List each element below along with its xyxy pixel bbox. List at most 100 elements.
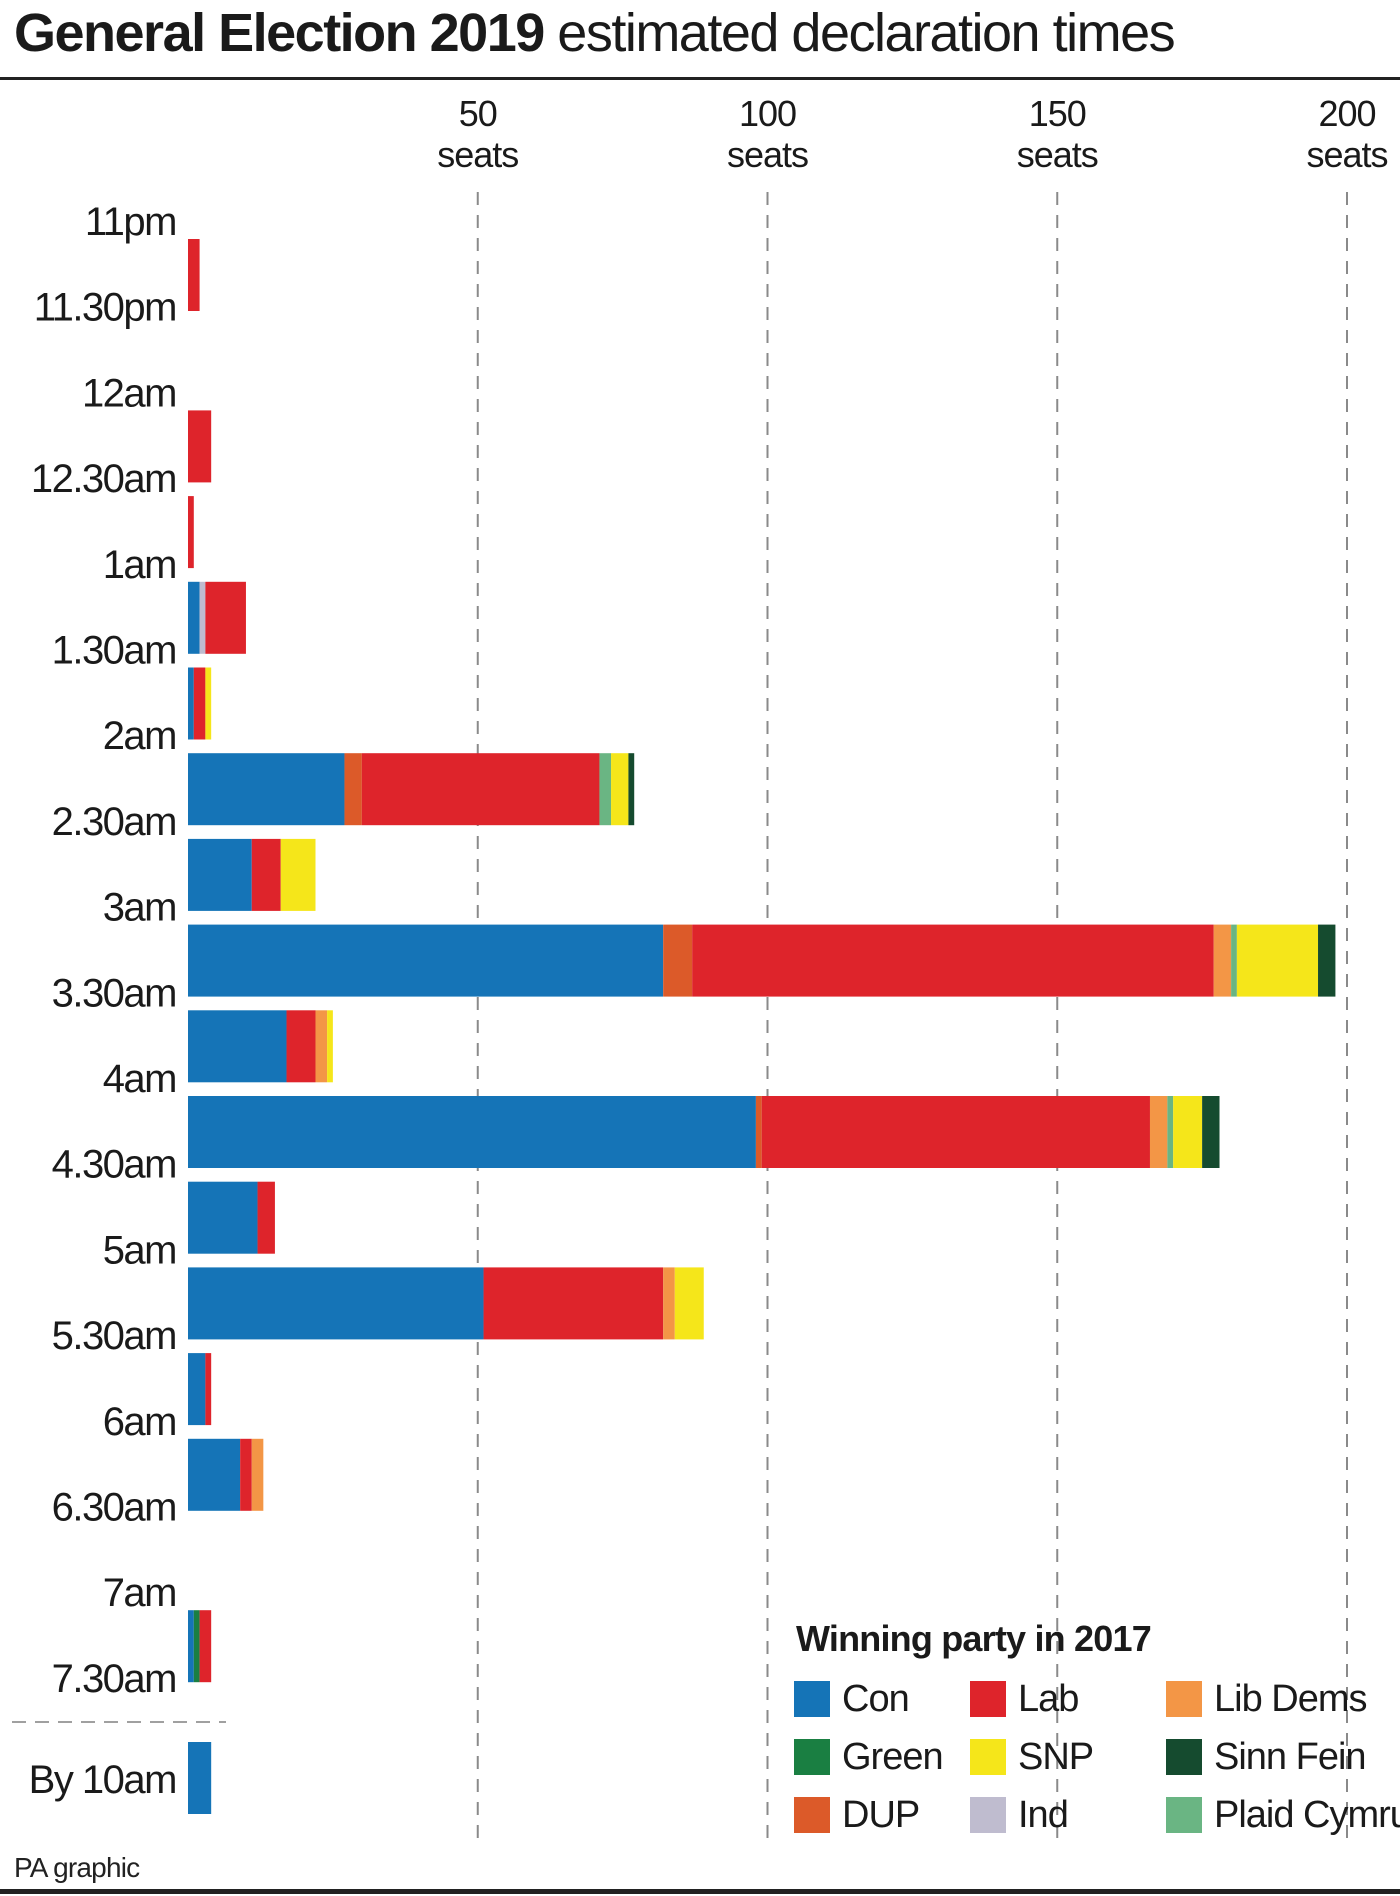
bar-segment-lab <box>188 239 200 311</box>
bar-segment-lab <box>251 838 281 911</box>
tick-unit-150: seats <box>1017 134 1098 175</box>
legend-swatch-lab <box>970 1681 1006 1717</box>
legend-swatch-plaid-cymru <box>1166 1797 1202 1833</box>
bar-12am-12-30am <box>188 410 212 483</box>
bar-segment-sinn-fein <box>1202 1096 1220 1168</box>
chart-title-rest: estimated declaration times <box>557 3 1175 63</box>
bar-segment-lib-dems <box>315 1010 328 1083</box>
time-label-2-30am: 2.30am <box>52 800 176 844</box>
legend-swatch-green <box>794 1739 830 1775</box>
tick-label-100: 100 <box>739 93 796 134</box>
time-label-7am: 7am <box>103 1571 176 1615</box>
legend-label: Sinn Fein <box>1214 1735 1367 1778</box>
bar-segment-lab <box>193 667 206 740</box>
legend-swatch-lib-dems <box>1166 1681 1202 1717</box>
legend-label: Con <box>842 1677 910 1720</box>
bar-segment-lab <box>361 753 600 826</box>
time-label-by-10am: By 10am <box>29 1758 176 1802</box>
bar-segment-lab <box>257 1181 275 1254</box>
bar-segment-lib-dems <box>1213 924 1232 997</box>
source-credit: PA graphic <box>14 1852 140 1883</box>
legend-item-lib-dems: Lib Dems <box>1166 1678 1400 1720</box>
time-label-6am: 6am <box>103 1400 176 1444</box>
time-label-1am: 1am <box>103 543 176 587</box>
gridlines <box>476 192 1348 1845</box>
bar-segment-plaid-cymru <box>599 753 612 826</box>
bar-segment-con <box>188 838 252 911</box>
time-label-3-30am: 3.30am <box>52 971 176 1015</box>
bar-segment-lib-dems <box>251 1438 264 1511</box>
bar-segment-con <box>188 1267 484 1340</box>
bar-segment-snp <box>205 667 212 740</box>
tick-label-50: 50 <box>459 93 497 134</box>
bar-segment-con <box>188 924 664 997</box>
legend-swatch-snp <box>970 1739 1006 1775</box>
bar-segment-lab <box>199 1610 212 1683</box>
legend-title: Winning party in 2017 <box>796 1618 1152 1659</box>
bar-1-30am-2am <box>188 667 212 740</box>
bar-segment-lab <box>188 496 194 569</box>
time-label-12-30am: 12.30am <box>31 457 176 501</box>
time-label-11pm: 11pm <box>85 200 176 244</box>
bar-5am-5-30am <box>188 1267 704 1340</box>
time-labels: 11pm 11.30pm 12am 12.30am 1am 1.30am 2am 2.30am… <box>29 200 178 1802</box>
tick-unit-100: seats <box>727 134 808 175</box>
bar-segment-con <box>188 1096 756 1168</box>
legend-label: Ind <box>1018 1793 1069 1836</box>
bar-segment-lab <box>205 1353 212 1426</box>
bar-segment-sinn-fein <box>1318 924 1336 997</box>
time-label-4am: 4am <box>103 1057 176 1101</box>
time-label-5-30am: 5.30am <box>52 1314 176 1358</box>
bar-segment-lab <box>483 1267 664 1340</box>
legend-item-sinn-fein: Sinn Fein <box>1166 1735 1400 1778</box>
bar-segment-con <box>188 1353 206 1426</box>
bar-6am-6-30am <box>188 1438 264 1511</box>
legend-item-plaid-cymru: Plaid Cymru <box>1166 1793 1400 1836</box>
bar-5-30am-6am <box>188 1353 212 1426</box>
legend-item-snp: SNP <box>970 1736 1166 1778</box>
bar-2am-2-30am <box>188 753 635 826</box>
bar-12-30am-1am <box>188 496 194 569</box>
bar-segment-con <box>188 667 194 740</box>
bar-4-30am-5am <box>188 1181 275 1254</box>
legend-label: DUP <box>842 1793 920 1836</box>
time-label-1-30am: 1.30am <box>52 629 176 673</box>
bar-segment-lab <box>188 410 212 483</box>
bars <box>188 239 1336 1814</box>
legend-label: Plaid Cymru <box>1214 1793 1400 1836</box>
bar-segment-con <box>188 1010 287 1083</box>
bar-segment-green <box>193 1610 200 1683</box>
bar-11pm-11-30pm <box>188 239 200 311</box>
time-label-11-30pm: 11.30pm <box>34 286 176 330</box>
bar-segment-snp <box>280 838 316 911</box>
bottom-rule <box>0 1889 1400 1894</box>
bar-3-30am-4am <box>188 1010 333 1083</box>
tick-label-150: 150 <box>1029 93 1086 134</box>
bar-2-30am-3am <box>188 838 316 911</box>
top-rule <box>0 77 1400 80</box>
bar-segment-dup <box>663 924 693 997</box>
bar-7am-7-30am <box>188 1610 212 1683</box>
legend: Winning party in 2017 Con Lab Lib Dems Gree… <box>794 1618 1400 1836</box>
time-label-4-30am: 4.30am <box>52 1143 176 1187</box>
bar-segment-con <box>188 1742 212 1814</box>
time-label-7-30am: 7.30am <box>52 1657 176 1701</box>
bar-3am-3-30am <box>188 924 1336 997</box>
bar-segment-dup <box>344 753 362 826</box>
time-label-6-30am: 6.30am <box>52 1486 176 1530</box>
time-label-12am: 12am <box>82 371 176 415</box>
legend-item-green: Green <box>794 1736 970 1778</box>
bar-segment-con <box>188 581 200 654</box>
bar-segment-snp <box>611 753 629 826</box>
bar-segment-snp <box>674 1267 704 1340</box>
bar-segment-ind <box>199 581 206 654</box>
legend-swatch-con <box>794 1681 830 1717</box>
bar-segment-dup <box>755 1096 762 1168</box>
legend-item-lab: Lab <box>970 1677 1166 1720</box>
legend-swatch-dup <box>794 1797 830 1833</box>
chart-title-bold: General Election 2019 <box>14 3 545 63</box>
bar-segment-sinn-fein <box>628 753 635 826</box>
legend-label: Lab <box>1018 1677 1079 1720</box>
bar-segment-lab <box>286 1010 316 1083</box>
